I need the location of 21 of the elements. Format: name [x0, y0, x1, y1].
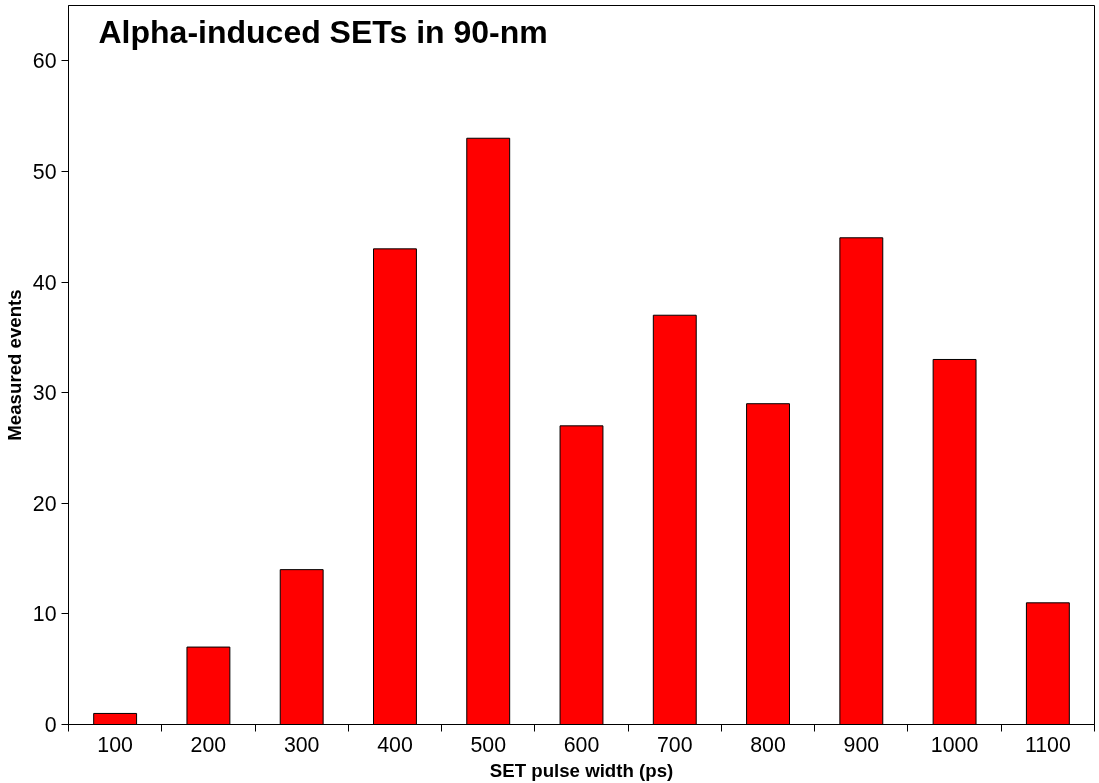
y-tick-label: 50: [32, 159, 57, 184]
y-tick-label: 60: [32, 49, 57, 74]
x-tick-label: 1100: [1024, 732, 1071, 757]
y-tick-label: 40: [32, 270, 57, 295]
x-tick-label: 400: [377, 732, 413, 757]
y-tick-label: 10: [32, 602, 57, 627]
y-tick-label: 30: [32, 381, 57, 406]
y-tick-label: 20: [32, 491, 57, 516]
x-tick-label: 500: [470, 732, 507, 757]
x-tick-label: 300: [283, 732, 320, 757]
x-tick-label: 700: [656, 732, 693, 757]
x-tick-label: 200: [190, 732, 227, 757]
chart-title: Alpha-induced SETs in 90-nm: [98, 13, 548, 50]
x-tick-label: 100: [97, 732, 134, 757]
x-tick-label: 900: [843, 732, 880, 757]
x-tick-label: 800: [750, 732, 786, 757]
y-axis-title: Measured events: [3, 289, 25, 441]
x-tick-label: 1000: [930, 732, 979, 757]
y-tick-label: 0: [44, 713, 57, 737]
x-axis-title: SET pulse width (ps): [489, 759, 674, 781]
x-tick-label: 600: [563, 732, 600, 757]
